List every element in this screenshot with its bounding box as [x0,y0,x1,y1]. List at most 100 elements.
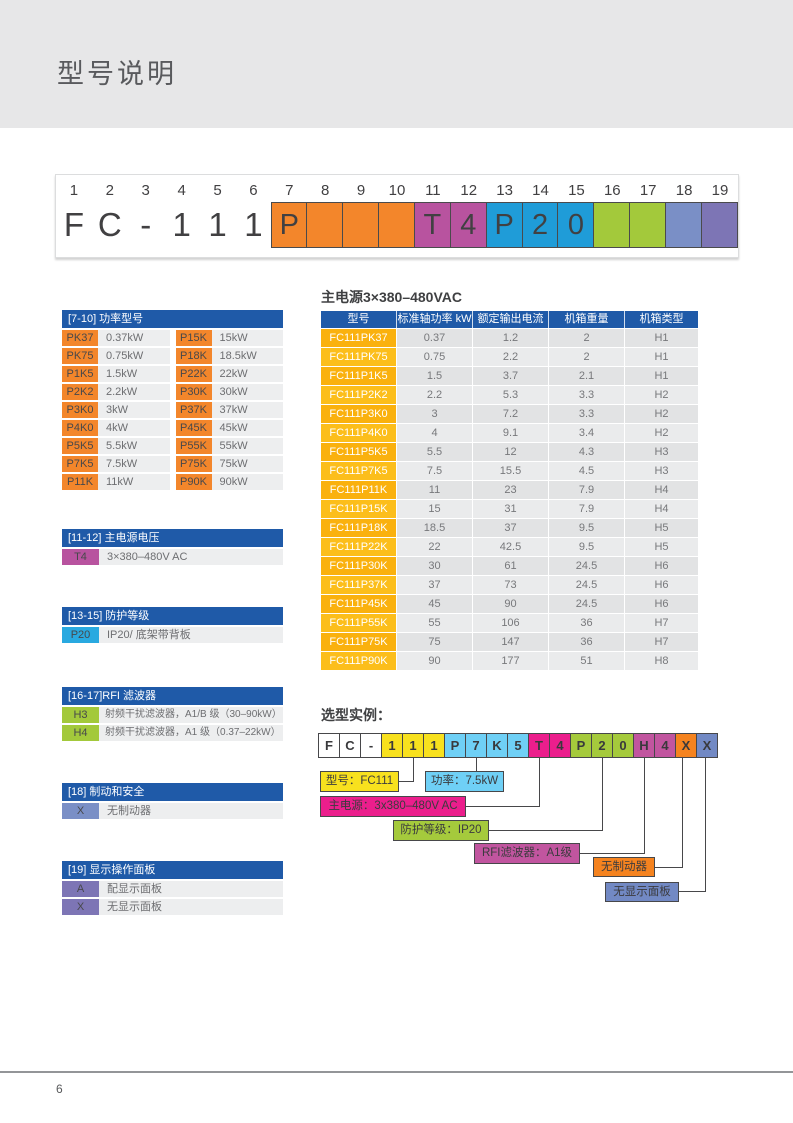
code-cell: PK75 [62,348,98,364]
builder-position-number: 6 [249,182,258,199]
code-label: 7.5kW [98,456,170,472]
page-number: 6 [56,1082,63,1096]
legend-row: P55K 55kW [175,438,283,454]
weight-cell: 3.3 [548,386,624,404]
power-cell: 11 [396,481,472,499]
weight-cell: 36 [548,633,624,651]
builder-cell [307,202,344,248]
weight-cell: 9.5 [548,519,624,537]
power-cell: 90 [396,652,472,670]
example-code-cell: - [360,733,382,758]
model-cell: FC111P22K [321,538,396,556]
section-title: [16-17]RFI 滤波器 [62,687,283,705]
code-cell: P1K5 [62,366,98,382]
code-cell: P15K [175,330,212,346]
connector-line [602,758,603,830]
example-code-cell: F [318,733,340,758]
weight-cell: 3.4 [548,424,624,442]
model-cell: FC111P75K [321,633,396,651]
weight-cell: 2.1 [548,367,624,385]
legend-row: PK37 0.37kW [62,330,170,346]
code-cell: P5K5 [62,438,98,454]
builder-position-number: 9 [356,182,366,199]
table-row: FC111P18K 18.5 37 9.5 H5 [321,519,698,537]
builder-cell: F [63,206,85,243]
table-row: FC111P2K2 2.2 5.3 3.3 H2 [321,386,698,404]
code-label: 75kW [211,456,283,472]
weight-cell: 7.9 [548,481,624,499]
section-mains-voltage: [11-12] 主电源电压 T4 3×380–480V AC [62,529,283,565]
column-header: 额定输出电流 A [472,311,548,342]
frame-cell: H4 [624,500,698,518]
power-cell: 37 [396,576,472,594]
table-row: FC111P4K0 4 9.1 3.4 H2 [321,424,698,442]
weight-cell: 7.9 [548,500,624,518]
connector-line [466,806,540,807]
weight-cell: 9.5 [548,538,624,556]
code-label: 45kW [211,420,283,436]
power-cell: 0.75 [396,348,472,366]
column-header: 机箱重量（IP20） [548,311,624,342]
section-brake-safety: [18] 制动和安全 X 无制动器 [62,783,283,819]
code-cell: P3K0 [62,402,98,418]
example-code-cell: 7 [465,733,487,758]
model-cell: FC111P90K [321,652,396,670]
builder-cell [379,202,415,248]
legend-row: P18K 18.5kW [175,348,283,364]
builder-position-number: 14 [532,182,549,199]
legend-row: P2K2 2.2kW [62,384,170,400]
model-cell: FC111P7K5 [321,462,396,480]
code-label: 3×380–480V AC [99,549,283,565]
table-row: FC111P3K0 3 7.2 3.3 H2 [321,405,698,423]
power-cell: 4 [396,424,472,442]
builder-position-number: 19 [711,182,729,199]
builder-position-number: 11 [425,182,441,199]
code-label: IP20/ 底架带背板 [99,627,283,643]
code-label: 射频干扰滤波器，A1 级（0.37–22kW） [99,725,283,741]
power-cell: 15 [396,500,472,518]
code-label: 3kW [98,402,170,418]
connector-line [705,758,706,892]
code-label: 11kW [98,474,170,490]
code-cell: X [62,899,99,915]
frame-cell: H8 [624,652,698,670]
code-label: 18.5kW [211,348,283,364]
legend-row: P75K 75kW [175,456,283,472]
power-cell: 30 [396,557,472,575]
section-title: [13-15] 防护等级 [62,607,283,625]
frame-cell: H6 [624,576,698,594]
code-cell: P4K0 [62,420,98,436]
code-label: 无显示面板 [99,899,283,915]
column-header: 机箱类型（IP20） [624,311,698,342]
code-cell: P11K [62,474,98,490]
table-row: FC111P75K 75 147 36 H7 [321,633,698,651]
frame-cell: H5 [624,538,698,556]
power-cell: 75 [396,633,472,651]
code-cell: P22K [175,366,212,382]
code-cell: P7K5 [62,456,98,472]
example-code-cell: P [444,733,466,758]
table-row: FC111P22K 22 42.5 9.5 H5 [321,538,698,556]
frame-cell: H1 [624,348,698,366]
builder-position-number: 1 [69,182,79,199]
example-code-cell: X [696,733,718,758]
legend-row: A 配显示面板 [62,881,283,897]
builder-position-number: 18 [675,182,693,199]
frame-cell: H3 [624,443,698,461]
frame-cell: H6 [624,557,698,575]
code-label: 0.75kW [98,348,170,364]
code-label: 37kW [211,402,283,418]
builder-position-number: 12 [460,182,478,199]
builder-cell [630,202,667,248]
builder-cell: - [140,206,152,243]
example-code-cell: X [675,733,697,758]
section-protection-class: [13-15] 防护等级 P20 IP20/ 底架带背板 [62,607,283,643]
builder-position-row: 1 2 3 4 5 6 7 8 9 10 11 12 13 14 15 16 17 18 19 [56,182,738,199]
code-label: 1.5kW [98,366,170,382]
weight-cell: 2 [548,329,624,347]
legend-row: P7K5 7.5kW [62,456,170,472]
section-rfi-filter: [16-17]RFI 滤波器 H3 射频干扰滤波器，A1/B 级（30–90kW… [62,687,283,741]
weight-cell: 24.5 [548,576,624,594]
table-row: FC111P5K5 5.5 12 4.3 H3 [321,443,698,461]
spec-table-header-row: 型号 标准轴功率 kW 额定输出电流 A 机箱重量（IP20） 机箱类型（IP2… [321,311,698,342]
